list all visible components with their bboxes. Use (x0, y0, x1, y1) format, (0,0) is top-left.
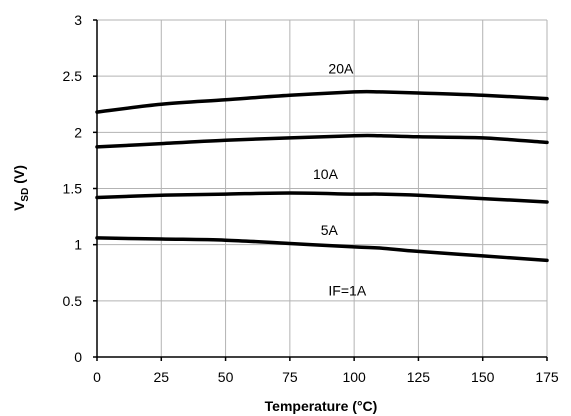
x-tick-label: 25 (153, 369, 169, 385)
x-tick-label: 125 (407, 369, 431, 385)
y-tick-label: 1 (74, 237, 82, 253)
x-tick-label: 150 (471, 369, 495, 385)
x-axis-label: Temperature (°C) (265, 398, 378, 414)
grid-layer (97, 20, 547, 357)
y-tick-label: 1.5 (63, 181, 83, 197)
series-line-if-1a (97, 238, 547, 261)
labels-layer: 20A 10A 5A IF=1A (313, 60, 367, 298)
series-label-10a: 10A (313, 166, 339, 182)
x-tick-label: 50 (218, 369, 234, 385)
series-label-if-1a: IF=1A (328, 283, 366, 299)
x-tick-label: 75 (282, 369, 298, 385)
y-axis-label-subscript: SD (20, 188, 31, 202)
series-label-20a: 20A (328, 60, 354, 76)
y-tick-label: 2.5 (63, 68, 83, 84)
y-tick-label: 3 (74, 12, 82, 28)
y-tick-label: 0.5 (63, 293, 83, 309)
x-tick-label: 0 (93, 369, 101, 385)
y-tick-label: 2 (74, 124, 82, 140)
y-axis-label-unit: (V) (11, 165, 27, 188)
x-tick-label: 175 (535, 369, 559, 385)
x-tick-label: 100 (342, 369, 366, 385)
y-axis-label: VSD (V) (11, 165, 31, 211)
series-line-10a (97, 135, 547, 146)
y-tick-label: 0 (74, 349, 82, 365)
series-line-20a (97, 92, 547, 113)
series-label-5a: 5A (321, 222, 339, 238)
series-line-5a (97, 193, 547, 202)
